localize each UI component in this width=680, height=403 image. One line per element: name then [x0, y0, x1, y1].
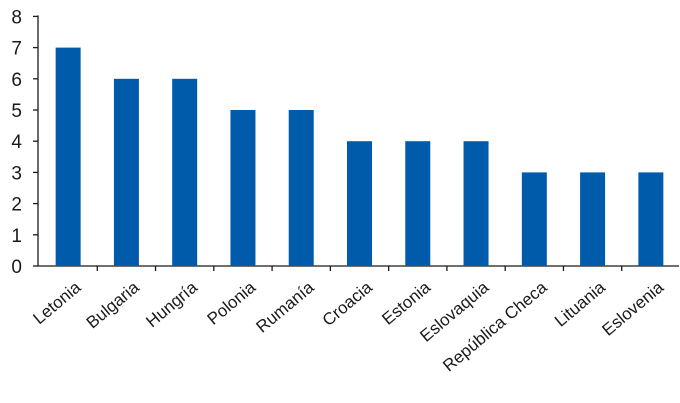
x-tick-label: Eslovenia — [598, 277, 667, 339]
bar-república-checa — [521, 172, 547, 266]
y-tick-label: 0 — [11, 257, 22, 278]
x-tick-label: República Checa — [439, 277, 551, 375]
x-tick-label: Polonia — [204, 277, 260, 328]
y-tick-label: 5 — [11, 101, 22, 122]
y-tick-label: 3 — [11, 163, 22, 184]
bar-eslovenia — [638, 172, 664, 266]
x-tick-label: Croacia — [319, 277, 377, 330]
bar-estonia — [405, 141, 431, 266]
y-tick-label: 2 — [11, 195, 22, 216]
bar-eslovaquia — [463, 141, 489, 266]
bar-lituania — [580, 172, 606, 266]
y-tick-label: 6 — [11, 70, 22, 91]
x-tick-label: Letonia — [29, 277, 84, 328]
y-tick-label: 7 — [11, 39, 22, 60]
bar-series — [55, 47, 664, 266]
x-tick-label: Rumanía — [252, 277, 317, 336]
bar-letonia — [55, 47, 81, 266]
bar-rumanía — [288, 110, 314, 266]
y-tick-label: 1 — [11, 226, 22, 247]
x-tick-label: Bulgaria — [83, 277, 143, 332]
bar-croacia — [347, 141, 372, 266]
y-tick-label: 8 — [11, 7, 22, 28]
bar-hungría — [172, 78, 198, 266]
x-tick-label: Estonia — [378, 277, 434, 328]
y-axis-ticks: 0 1 2 3 4 5 6 7 8 — [11, 7, 38, 278]
bar-bulgaria — [113, 78, 139, 266]
bar-polonia — [230, 110, 256, 266]
y-tick-label: 4 — [11, 132, 22, 153]
x-tick-label: Hungría — [142, 277, 201, 331]
